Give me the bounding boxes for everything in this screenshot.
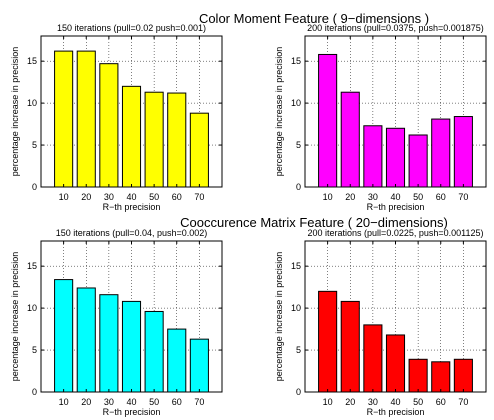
x-tick-label: 50 bbox=[413, 397, 423, 407]
bar-40 bbox=[385, 127, 406, 188]
y-axis-label: percentage increase in precision bbox=[274, 47, 284, 177]
bar-60 bbox=[431, 361, 451, 393]
y-tick-label: 0 bbox=[296, 387, 301, 397]
y-tick-label: 15 bbox=[291, 261, 301, 271]
bar-20 bbox=[340, 300, 360, 393]
bar-50 bbox=[408, 358, 428, 393]
x-tick-label: 70 bbox=[458, 397, 468, 407]
bar-50 bbox=[408, 134, 428, 188]
x-tick-label: 60 bbox=[172, 192, 182, 202]
y-tick-label: 15 bbox=[27, 261, 37, 271]
y-tick-label: 5 bbox=[296, 140, 301, 150]
y-tick-label: 0 bbox=[32, 182, 37, 192]
bar-70 bbox=[453, 358, 473, 393]
y-tick-label: 0 bbox=[32, 387, 37, 397]
row-title-cooccurence: Cooccurence Matrix Feature ( 20−dimensio… bbox=[180, 215, 448, 230]
y-tick-label: 15 bbox=[291, 56, 301, 66]
x-tick-label: 70 bbox=[458, 192, 468, 202]
bar-60 bbox=[431, 118, 451, 188]
bar-30 bbox=[363, 125, 383, 188]
x-tick-label: 70 bbox=[194, 397, 204, 407]
y-axis-label: percentage increase in precision bbox=[274, 252, 284, 382]
chart-title: 200 iterations (pull=0.0375, push=0.0018… bbox=[307, 23, 484, 33]
x-tick-label: 40 bbox=[126, 192, 136, 202]
x-tick-label: 40 bbox=[390, 397, 400, 407]
bar-20 bbox=[76, 50, 96, 188]
y-tick-label: 10 bbox=[291, 98, 301, 108]
bar-10 bbox=[54, 279, 74, 393]
x-tick-label: 30 bbox=[368, 397, 378, 407]
x-axis-label: R−th precision bbox=[367, 407, 425, 417]
x-tick-label: 70 bbox=[194, 192, 204, 202]
x-tick-label: 10 bbox=[59, 192, 69, 202]
y-tick-label: 15 bbox=[27, 56, 37, 66]
bar-30 bbox=[363, 324, 383, 393]
x-tick-label: 30 bbox=[368, 192, 378, 202]
bar-50 bbox=[144, 310, 164, 393]
bar-20 bbox=[76, 287, 96, 393]
chart-title: 150 iterations (pull=0.02 push=0.001) bbox=[57, 23, 206, 33]
x-tick-label: 60 bbox=[172, 397, 182, 407]
x-tick-label: 60 bbox=[436, 397, 446, 407]
x-tick-label: 20 bbox=[345, 192, 355, 202]
x-tick-label: 20 bbox=[81, 397, 91, 407]
x-tick-label: 50 bbox=[149, 192, 159, 202]
bar-70 bbox=[189, 112, 209, 188]
x-tick-label: 60 bbox=[436, 192, 446, 202]
x-tick-label: 50 bbox=[413, 192, 423, 202]
x-tick-label: 40 bbox=[126, 397, 136, 407]
x-axis-label: R−th precision bbox=[103, 407, 161, 417]
x-tick-label: 10 bbox=[59, 397, 69, 407]
x-tick-label: 10 bbox=[323, 397, 333, 407]
x-axis-label: R−th precision bbox=[103, 202, 161, 212]
bar-10 bbox=[318, 290, 338, 393]
x-axis-label: R−th precision bbox=[367, 202, 425, 212]
y-tick-label: 10 bbox=[27, 98, 37, 108]
y-tick-label: 0 bbox=[296, 182, 301, 192]
bar-10 bbox=[54, 50, 74, 188]
x-tick-label: 50 bbox=[149, 397, 159, 407]
bar-40 bbox=[385, 334, 406, 393]
x-tick-label: 30 bbox=[104, 397, 114, 407]
bar-30 bbox=[99, 294, 119, 393]
y-axis-label: percentage increase in precision bbox=[10, 47, 20, 177]
bar-40 bbox=[121, 85, 142, 188]
y-tick-label: 10 bbox=[27, 303, 37, 313]
x-tick-label: 40 bbox=[390, 192, 400, 202]
y-tick-label: 5 bbox=[296, 345, 301, 355]
row-title-color-moment: Color Moment Feature ( 9−dimensions ) bbox=[199, 11, 429, 26]
x-tick-label: 20 bbox=[345, 397, 355, 407]
y-axis-label: percentage increase in precision bbox=[10, 252, 20, 382]
bar-60 bbox=[167, 328, 187, 393]
bar-10 bbox=[318, 53, 338, 188]
y-tick-label: 5 bbox=[32, 140, 37, 150]
x-tick-label: 10 bbox=[323, 192, 333, 202]
chart-title: 200 iterations (pull=0.0225, push=0.0011… bbox=[308, 228, 484, 238]
bar-70 bbox=[189, 338, 209, 393]
bar-70 bbox=[453, 116, 473, 188]
bar-50 bbox=[144, 91, 164, 188]
bar-20 bbox=[340, 91, 360, 188]
x-tick-label: 20 bbox=[81, 192, 91, 202]
chart-title: 150 iterations (pull=0.04, push=0.002) bbox=[56, 228, 208, 238]
bar-30 bbox=[99, 63, 119, 188]
bar-60 bbox=[167, 92, 187, 188]
x-tick-label: 30 bbox=[104, 192, 114, 202]
y-tick-label: 5 bbox=[32, 345, 37, 355]
bar-40 bbox=[121, 300, 142, 393]
y-tick-label: 10 bbox=[291, 303, 301, 313]
